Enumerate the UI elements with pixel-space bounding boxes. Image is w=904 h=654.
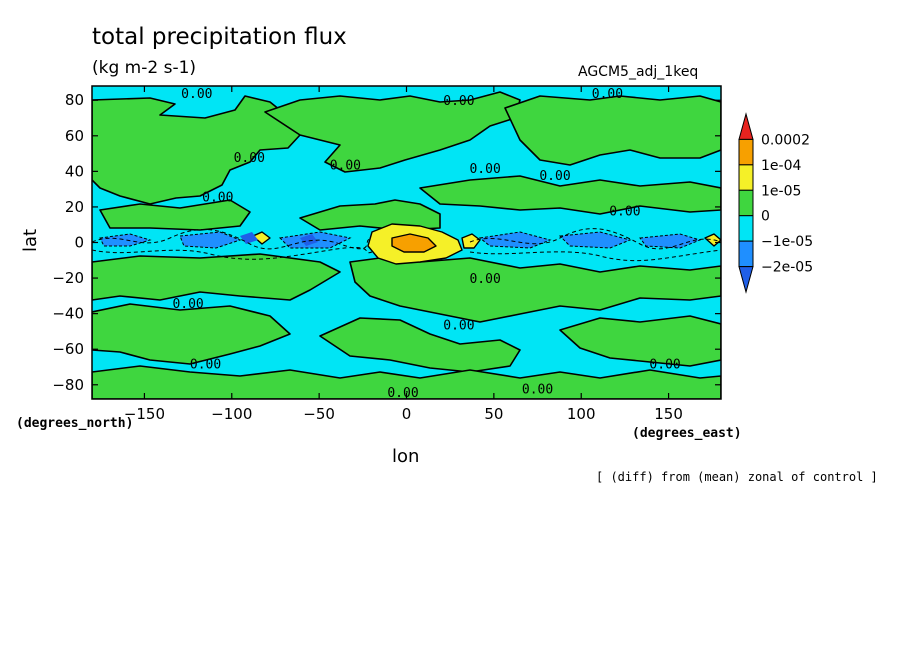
x-tick-label: −100 <box>211 405 252 423</box>
colorbar-arrow-top <box>738 112 754 140</box>
colorbar-swatch <box>738 138 754 166</box>
colorbar-label: 1e-04 <box>761 158 801 174</box>
green-region-north-2 <box>264 91 521 173</box>
contour-label: 0.00 <box>387 386 418 401</box>
green-region-south-2 <box>92 303 291 365</box>
green-region-south-1 <box>92 253 341 301</box>
colorbar-swatch <box>738 240 754 268</box>
green-region-north-1 <box>92 95 301 205</box>
green-region-south-4 <box>319 317 521 373</box>
x-tick-label: −150 <box>124 405 165 423</box>
contour-label: 0.00 <box>330 158 361 173</box>
contour-label: 0.00 <box>469 162 500 177</box>
y-tick-label: −40 <box>52 305 84 323</box>
field-layer <box>92 86 721 399</box>
run-name: AGCM5_adj_1keq <box>578 64 699 80</box>
green-region-south-6 <box>92 365 721 399</box>
equator-contour-3 <box>92 247 373 260</box>
contour-label: 0.00 <box>181 87 212 102</box>
yellow-blob-west-1 <box>252 231 271 245</box>
equator-contour-2 <box>469 228 721 250</box>
colorbar-swatch <box>738 164 754 191</box>
green-region-south-3 <box>349 257 721 323</box>
y-axis-ticks: −80 −60 −40 −20 0 20 40 60 80 <box>52 91 721 394</box>
green-region-north-4 <box>99 199 251 231</box>
contour-label: 0.00 <box>469 272 500 287</box>
green-region-north-6 <box>299 199 441 231</box>
y-tick-label: 80 <box>65 91 84 109</box>
equator-contour-1 <box>92 228 373 250</box>
contour-labels: 0.00 0.00 0.00 0.00 0.00 0.00 0.00 0.00 0.00 0.00… <box>172 87 680 401</box>
y-tick-label: −60 <box>52 340 84 358</box>
green-region-south-5 <box>559 315 721 367</box>
colorbar-label: 0.0002 <box>761 132 810 148</box>
y-tick-label: 0 <box>74 234 84 252</box>
contour-label: 0.00 <box>522 382 553 397</box>
yellow-blob-east-1 <box>461 233 481 249</box>
colorbar-arrow-bottom <box>738 266 754 294</box>
colorbar: 0.0002 1e-04 1e-05 0 −1e-05 −2e-05 <box>738 112 813 294</box>
contour-label: 0.00 <box>649 357 680 372</box>
chart-units: (kg m-2 s-1) <box>92 58 197 78</box>
colorbar-swatch <box>738 189 754 217</box>
x-tick-label: 150 <box>654 405 683 423</box>
x-axis-label: lon <box>392 446 420 467</box>
contour-label: 0.00 <box>539 169 570 184</box>
x-axis-units: (degrees_east) <box>632 426 742 441</box>
colorbar-label: 1e-05 <box>761 183 801 199</box>
contour-label: 0.00 <box>443 318 474 333</box>
footer-note: [ (diff) from (mean) zonal of control ] <box>596 470 878 484</box>
x-tick-label: −50 <box>303 405 335 423</box>
colorbar-swatch <box>738 215 754 242</box>
y-axis-units: (degrees_north) <box>16 416 134 431</box>
green-region-north-5 <box>419 175 721 215</box>
contour-label: 0.00 <box>234 151 265 166</box>
blue-streak-6 <box>639 233 702 249</box>
x-axis-ticks: −150 −100 −50 0 50 100 150 <box>124 86 683 423</box>
contour-label: 0.00 <box>202 190 233 205</box>
blue-streak-2 <box>179 231 242 249</box>
y-tick-label: 60 <box>65 127 84 145</box>
contour-label: 0.00 <box>609 204 640 219</box>
chart-title: total precipitation flux <box>92 24 347 50</box>
green-region-north-3 <box>504 95 721 166</box>
y-tick-label: 40 <box>65 162 84 180</box>
x-tick-label: 50 <box>484 405 503 423</box>
equator-contour-4 <box>469 249 721 262</box>
colorbar-label: −1e-05 <box>761 234 813 250</box>
contour-label: 0.00 <box>443 94 474 109</box>
contour-label: 0.00 <box>592 87 623 102</box>
x-tick-label: 0 <box>402 405 412 423</box>
colorbar-label: 0 <box>761 209 770 225</box>
orange-region-center <box>391 233 437 253</box>
y-tick-label: 20 <box>65 198 84 216</box>
deep-blue-spot-2 <box>300 234 318 246</box>
contour-label: 0.00 <box>172 297 203 312</box>
blue-streak-1 <box>99 233 152 247</box>
colorbar-label: −2e-05 <box>761 260 813 276</box>
y-tick-label: −80 <box>52 376 84 394</box>
y-tick-label: −20 <box>52 269 84 287</box>
x-tick-label: 100 <box>567 405 596 423</box>
contour-label: 0.00 <box>190 357 221 372</box>
blue-streak-5 <box>558 231 632 249</box>
